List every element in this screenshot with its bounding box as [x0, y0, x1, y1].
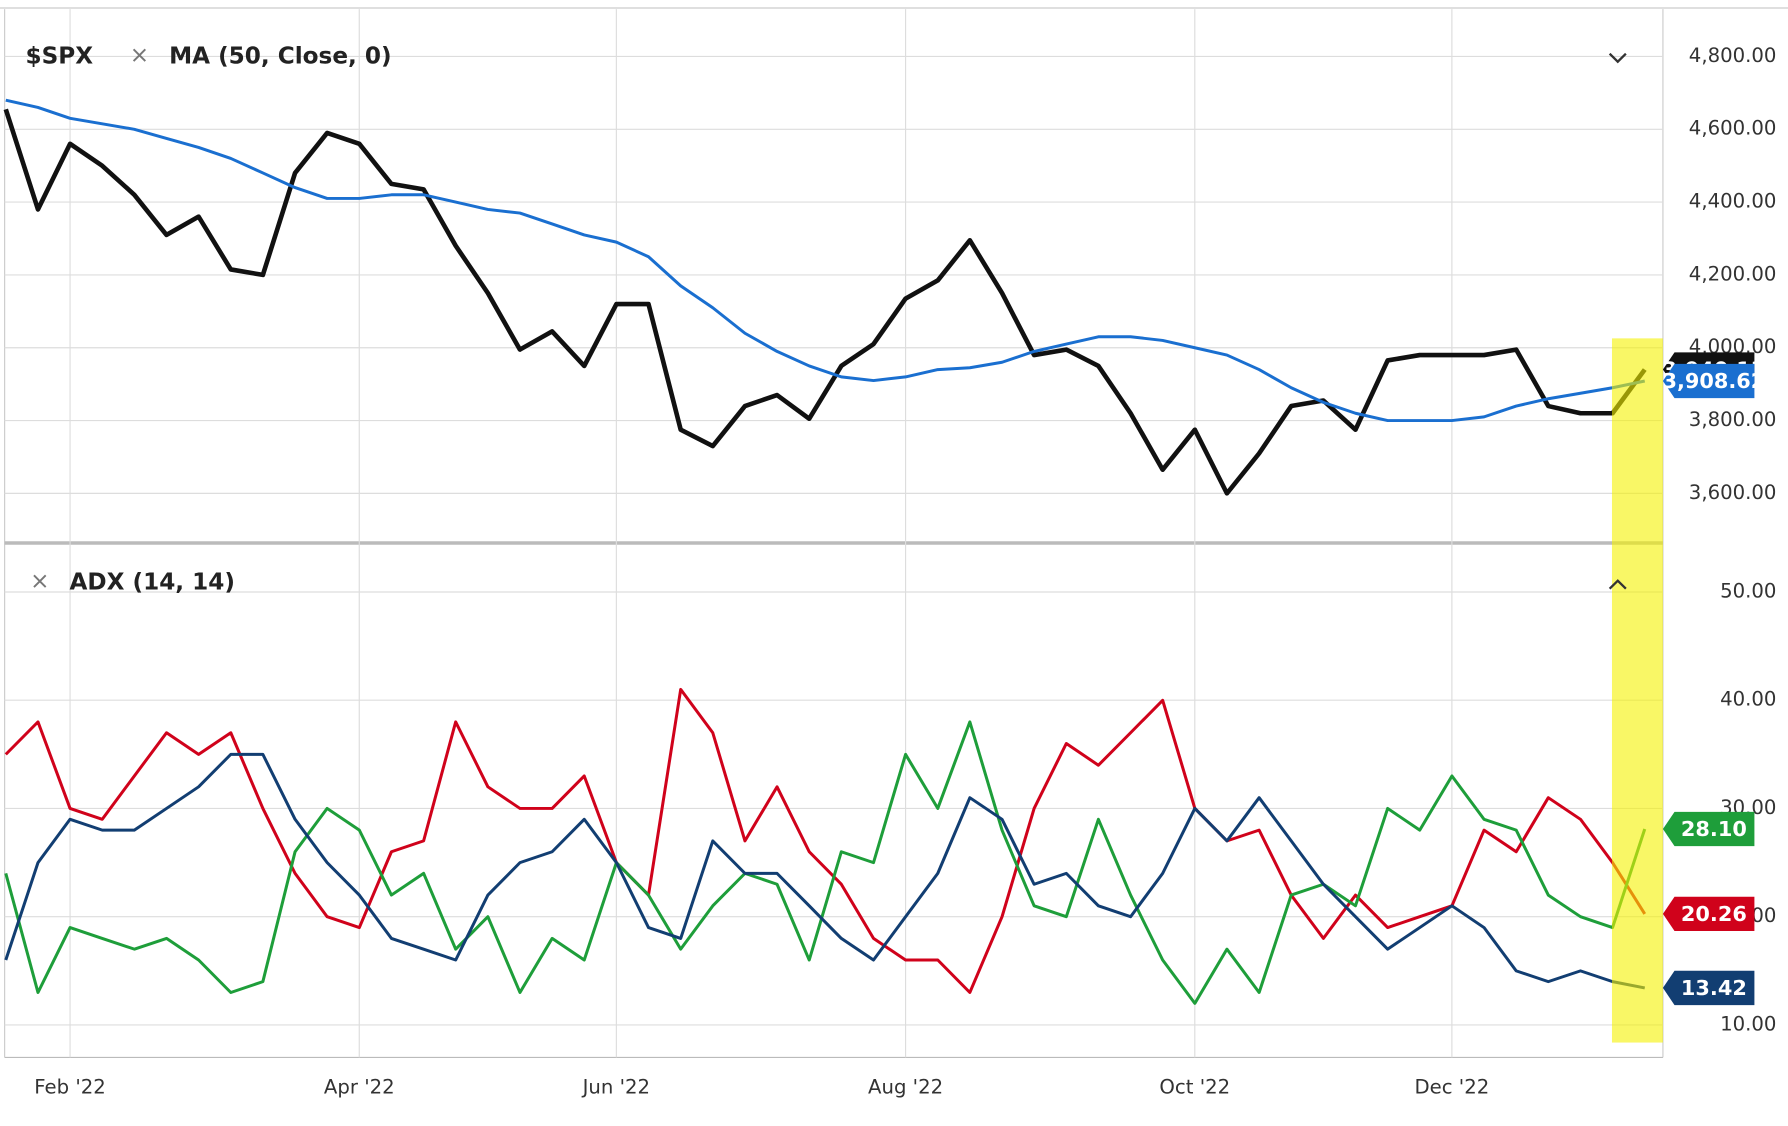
- y-tick-label: 3,800.00: [1689, 408, 1777, 431]
- x-tick-label: Dec '22: [1414, 1076, 1489, 1099]
- value-badge-label: 20.26: [1681, 902, 1747, 926]
- highlight-band: [1611, 338, 1663, 1043]
- expand-icon[interactable]: [1608, 579, 1627, 590]
- x-tick-label: Apr '22: [324, 1076, 395, 1099]
- value-badge: [1662, 363, 1755, 399]
- x-tick-label: Aug '22: [868, 1076, 943, 1099]
- x-tick-label: Oct '22: [1159, 1076, 1230, 1099]
- collapse-icon[interactable]: [1608, 52, 1627, 64]
- panel-title: ADX (14, 14): [69, 570, 234, 596]
- plot-area: Feb '22 Apr '22 Jun '22 Aug '22 Oct '22 Dec '…: [3, 9, 1777, 1099]
- y-tick-label: 4,600.00: [1689, 117, 1777, 140]
- y-tick-label: 50.00: [1720, 580, 1776, 603]
- legend-ma: MA (50, Close, 0): [169, 44, 392, 70]
- series-line: [4, 720, 1647, 1005]
- y-tick-label: 40.00: [1720, 688, 1776, 711]
- series-line: [4, 687, 1647, 994]
- value-badge-label: 3,908.62: [1662, 369, 1765, 393]
- y-tick-label: 3,600.00: [1689, 481, 1777, 504]
- remove-icon[interactable]: ×: [130, 43, 149, 69]
- y-tick-label: 4,400.00: [1689, 190, 1777, 213]
- legend-symbol: $SPX: [25, 44, 93, 70]
- value-badge: [1662, 970, 1755, 1006]
- series-line: [3, 108, 1647, 496]
- y-tick-label: 4,800.00: [1689, 44, 1777, 67]
- series-line: [4, 752, 1646, 990]
- value-badge: [1662, 811, 1755, 847]
- remove-icon[interactable]: ×: [30, 568, 49, 594]
- x-tick-label: Jun '22: [581, 1076, 650, 1099]
- x-tick-label: Feb '22: [34, 1076, 106, 1099]
- series-line: [5, 98, 1646, 423]
- y-tick-label: 4,200.00: [1689, 263, 1777, 286]
- y-tick-label: 10.00: [1720, 1013, 1776, 1036]
- value-badge: [1662, 896, 1755, 932]
- value-badge-label: 28.10: [1681, 817, 1747, 841]
- value-badge-label: 13.42: [1681, 976, 1747, 1000]
